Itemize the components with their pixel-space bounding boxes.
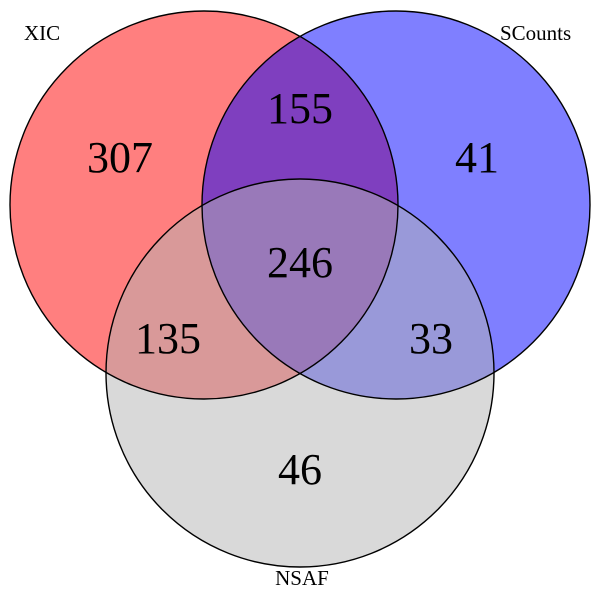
nsaf-only-count: 46 [278,445,322,494]
xic-only-count: 307 [87,133,153,182]
scounts-set-label: SCounts [500,21,571,45]
nsaf-circle-outline [105,178,495,568]
xic-scounts-count: 155 [267,84,333,133]
scounts-nsaf-count: 33 [409,314,453,363]
all-three-count: 246 [267,238,333,287]
xic-set-label: XIC [24,21,60,45]
xic-nsaf-count: 135 [135,314,201,363]
scounts-only-count: 41 [455,133,499,182]
nsaf-set-label: NSAF [275,566,329,590]
